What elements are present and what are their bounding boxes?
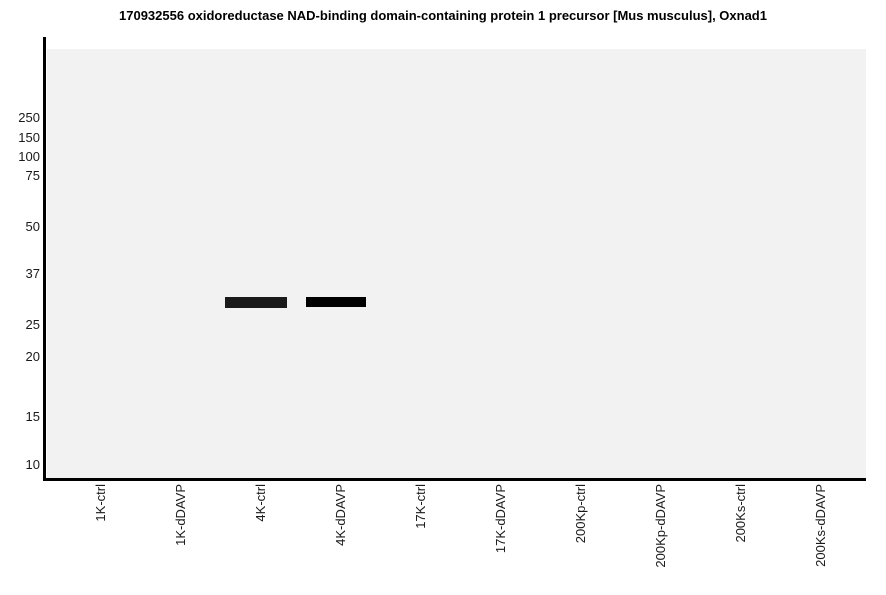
lane-label-text: 200Ks-dDAVP <box>813 484 828 567</box>
y-axis-tick-label: 10 <box>25 457 40 472</box>
x-axis-lane-label: 1K-ctrl <box>93 483 131 522</box>
y-axis-tick-label: 75 <box>25 168 40 183</box>
y-axis-tick-label: 15 <box>25 409 40 424</box>
x-axis-lane-label: 17K-dDAVP <box>493 483 562 553</box>
x-axis-line <box>43 478 866 481</box>
lane-label-text: 17K-ctrl <box>413 484 428 529</box>
x-axis-lane-label: 200Kp-ctrl <box>573 483 632 543</box>
y-axis-tick-label: 50 <box>25 219 40 234</box>
x-axis-lane-label: 200Ks-ctrl <box>733 483 792 543</box>
lane-label-text: 4K-ctrl <box>253 484 268 522</box>
y-axis-line <box>43 37 46 481</box>
x-axis-lane-label: 4K-dDAVP <box>333 483 395 546</box>
y-axis-tick-label: 20 <box>25 349 40 364</box>
y-axis-tick-label: 37 <box>25 266 40 281</box>
x-axis-lane-label: 200Ks-dDAVP <box>813 483 886 567</box>
x-axis-lane-label: 17K-ctrl <box>413 483 458 529</box>
x-axis-lane-label: 1K-dDAVP <box>173 483 235 546</box>
x-axis-lane-label: 200Kp-dDAVP <box>653 483 737 568</box>
lane-label-text: 4K-dDAVP <box>333 484 348 546</box>
plot-area <box>47 49 866 478</box>
y-axis-tick-label: 150 <box>18 130 40 145</box>
lane-label-text: 17K-dDAVP <box>493 484 508 554</box>
x-axis-lane-label: 4K-ctrl <box>253 483 291 522</box>
blot-band-4K-ctrl <box>225 297 287 308</box>
lane-label-text: 1K-dDAVP <box>173 484 188 546</box>
lane-label-text: 1K-ctrl <box>93 484 108 522</box>
y-axis-tick-label: 250 <box>18 110 40 125</box>
lane-label-text: 200Kp-ctrl <box>573 484 588 544</box>
y-axis-tick-label: 25 <box>25 317 40 332</box>
lane-label-text: 200Kp-dDAVP <box>653 484 668 568</box>
chart-title: 170932556 oxidoreductase NAD-binding dom… <box>119 8 767 23</box>
blot-band-4K-dDAVP <box>306 297 366 307</box>
lane-label-text: 200Ks-ctrl <box>733 484 748 543</box>
y-axis-tick-label: 100 <box>18 149 40 164</box>
